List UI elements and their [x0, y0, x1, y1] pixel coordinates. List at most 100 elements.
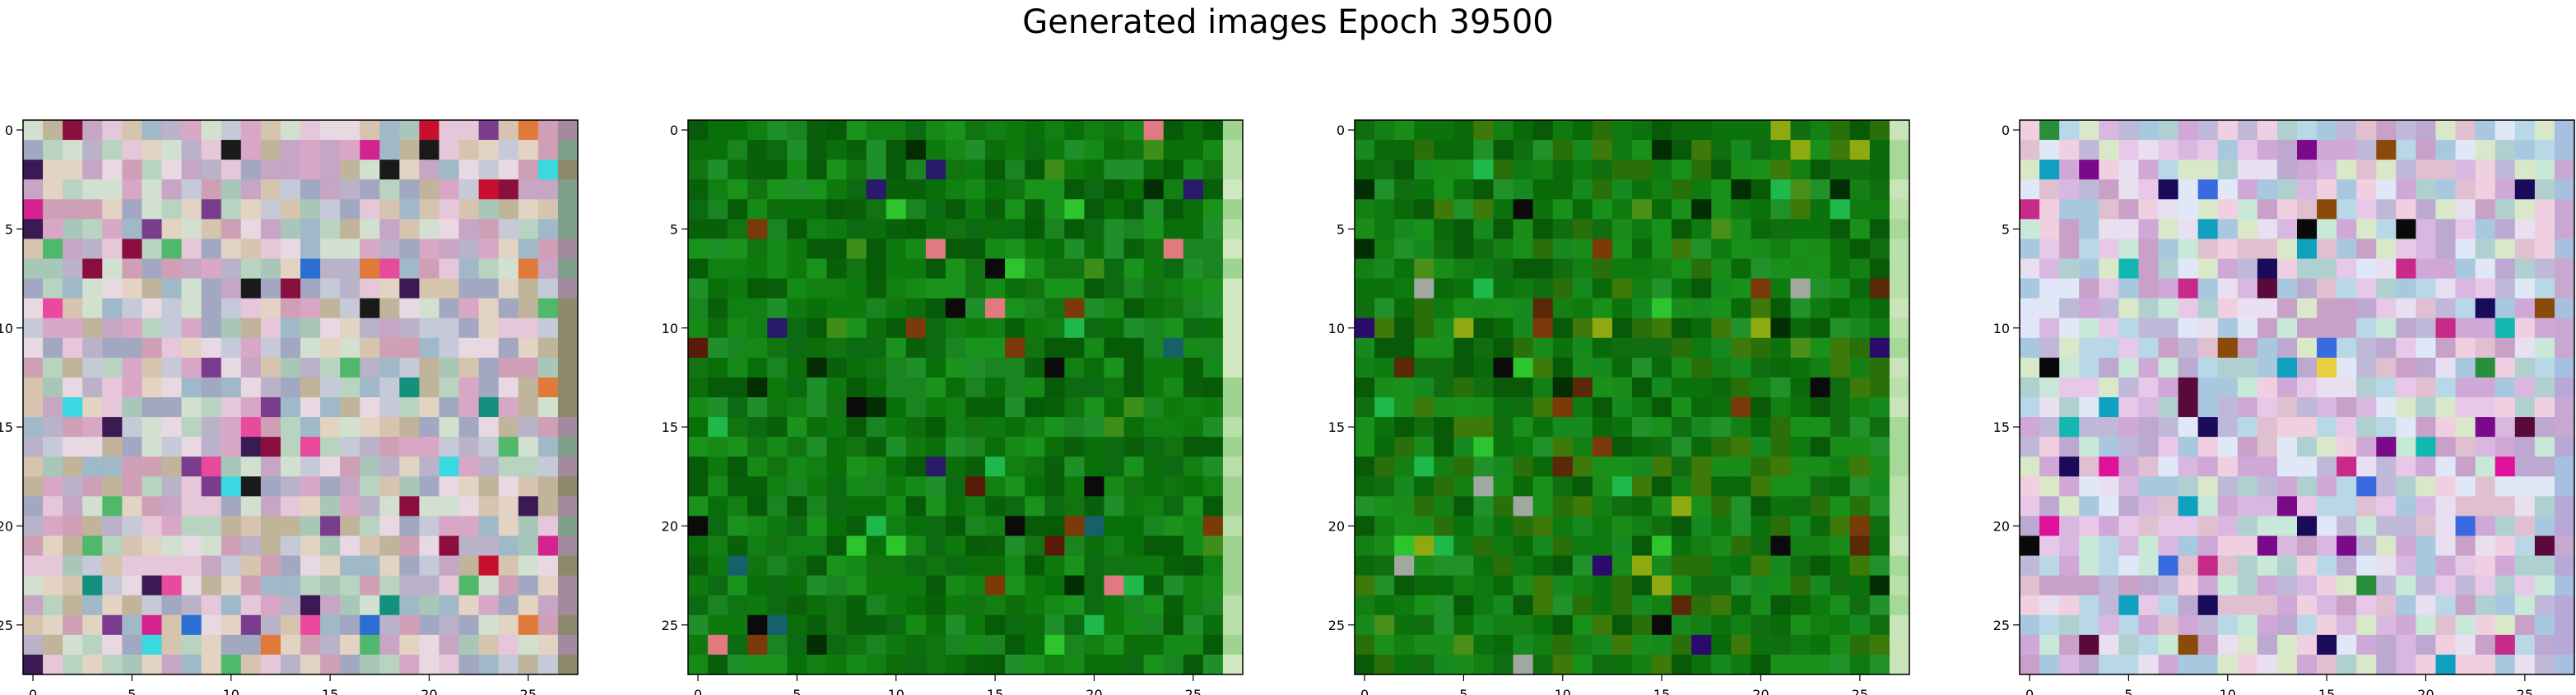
heatmap-cell	[767, 140, 788, 160]
heatmap-cell	[2455, 575, 2476, 596]
heatmap-cell	[2416, 614, 2437, 636]
heatmap-cell	[2376, 417, 2397, 438]
heatmap-cell	[537, 337, 559, 359]
heatmap-cell	[557, 317, 579, 339]
heatmap-cell	[2317, 179, 2337, 200]
heatmap-cell	[23, 535, 44, 557]
heatmap-cell	[518, 337, 539, 359]
heatmap-cell	[2138, 179, 2160, 200]
heatmap-cell	[458, 476, 480, 497]
heatmap-cell	[360, 357, 380, 378]
heatmap-cell	[2257, 575, 2278, 596]
heatmap-cell	[102, 258, 123, 280]
heatmap-cell	[280, 120, 301, 141]
heatmap-cell	[240, 160, 262, 180]
heatmap-cell	[300, 278, 321, 299]
heatmap-cell	[2118, 140, 2140, 160]
heatmap-cell	[2317, 357, 2337, 378]
heatmap-cell	[419, 634, 440, 656]
heatmap-cell	[2118, 239, 2140, 260]
heatmap-cell	[2257, 199, 2278, 220]
heatmap-cell	[102, 337, 123, 359]
y-tick-label: 20	[0, 518, 13, 534]
heatmap-cell	[280, 535, 301, 557]
heatmap-cell	[2416, 258, 2437, 280]
heatmap-cell	[498, 160, 519, 180]
heatmap-cell	[2475, 317, 2496, 339]
heatmap-cell	[2217, 357, 2239, 378]
heatmap-cell	[2435, 179, 2457, 200]
heatmap-cell	[2514, 397, 2536, 418]
heatmap-cell	[2376, 634, 2397, 656]
heatmap-cell	[2495, 535, 2516, 557]
heatmap-cell	[2376, 496, 2397, 517]
heatmap-cell	[2396, 258, 2417, 280]
heatmap-cell	[458, 397, 480, 418]
heatmap-cell	[2217, 654, 2239, 675]
heatmap-cell	[2217, 614, 2239, 636]
heatmap-cell	[439, 575, 460, 596]
heatmap-cell	[2059, 535, 2080, 557]
heatmap-cell	[2534, 258, 2555, 280]
heatmap-cell	[2059, 160, 2080, 180]
heatmap-cell	[379, 160, 400, 180]
heatmap-cell	[557, 654, 579, 675]
heatmap-cell	[518, 199, 539, 220]
heatmap-cell	[2455, 258, 2476, 280]
heatmap-cell	[518, 397, 539, 418]
heatmap-cell	[240, 120, 262, 141]
heatmap-cell	[2554, 496, 2575, 517]
heatmap-cell	[2495, 555, 2516, 577]
heatmap-cell	[458, 377, 480, 398]
heatmap-cell	[2197, 496, 2219, 517]
heatmap-cell	[2059, 555, 2080, 577]
heatmap-cell	[458, 199, 480, 220]
heatmap-cell	[340, 120, 360, 141]
heatmap-cell	[557, 239, 579, 260]
heatmap-cell	[2059, 377, 2080, 398]
heatmap-cell	[399, 456, 421, 477]
heatmap-cell	[708, 120, 728, 141]
heatmap-cell	[2435, 120, 2457, 141]
heatmap-cell	[399, 357, 421, 378]
heatmap-cell	[478, 278, 500, 299]
heatmap-cell	[122, 239, 143, 260]
heatmap-cell	[2079, 317, 2099, 339]
heatmap-cell	[23, 417, 44, 438]
heatmap-cell	[2416, 199, 2437, 220]
heatmap-cell	[2435, 476, 2457, 497]
heatmap-cell	[2020, 179, 2040, 200]
heatmap-cells	[2020, 120, 2575, 675]
heatmap-cell	[419, 516, 440, 537]
heatmap-cell	[161, 337, 183, 359]
heatmap-cell	[240, 634, 262, 656]
heatmap-cell	[518, 595, 539, 616]
heatmap-cell	[379, 555, 400, 577]
heatmap-cell	[2020, 476, 2040, 497]
heatmap-cell	[300, 120, 321, 141]
heatmap-cell	[2237, 140, 2258, 160]
heatmap-cell	[2495, 634, 2516, 656]
heatmap-cell	[2118, 614, 2140, 636]
heatmap-cell	[2217, 476, 2239, 497]
x-tick-label: 20	[2417, 687, 2434, 695]
heatmap-cell	[2356, 496, 2377, 517]
heatmap-cell	[2178, 535, 2199, 557]
x-tick-label: 25	[520, 687, 537, 695]
heatmap-cell	[2197, 120, 2219, 141]
heatmap-cell	[2356, 555, 2377, 577]
heatmap-cell	[122, 120, 143, 141]
heatmap-cell	[925, 140, 946, 160]
heatmap-cell	[2197, 555, 2219, 577]
heatmap-cell	[201, 654, 222, 675]
heatmap-cell	[2337, 239, 2357, 260]
heatmap-cell	[43, 140, 63, 160]
heatmap-cell	[2217, 337, 2239, 359]
heatmap-cell	[557, 575, 579, 596]
heatmap-cell	[419, 199, 440, 220]
heatmap-cell	[439, 337, 460, 359]
heatmap-cell	[458, 634, 480, 656]
heatmap-cell	[122, 476, 143, 497]
heatmap-cell	[2396, 437, 2417, 457]
